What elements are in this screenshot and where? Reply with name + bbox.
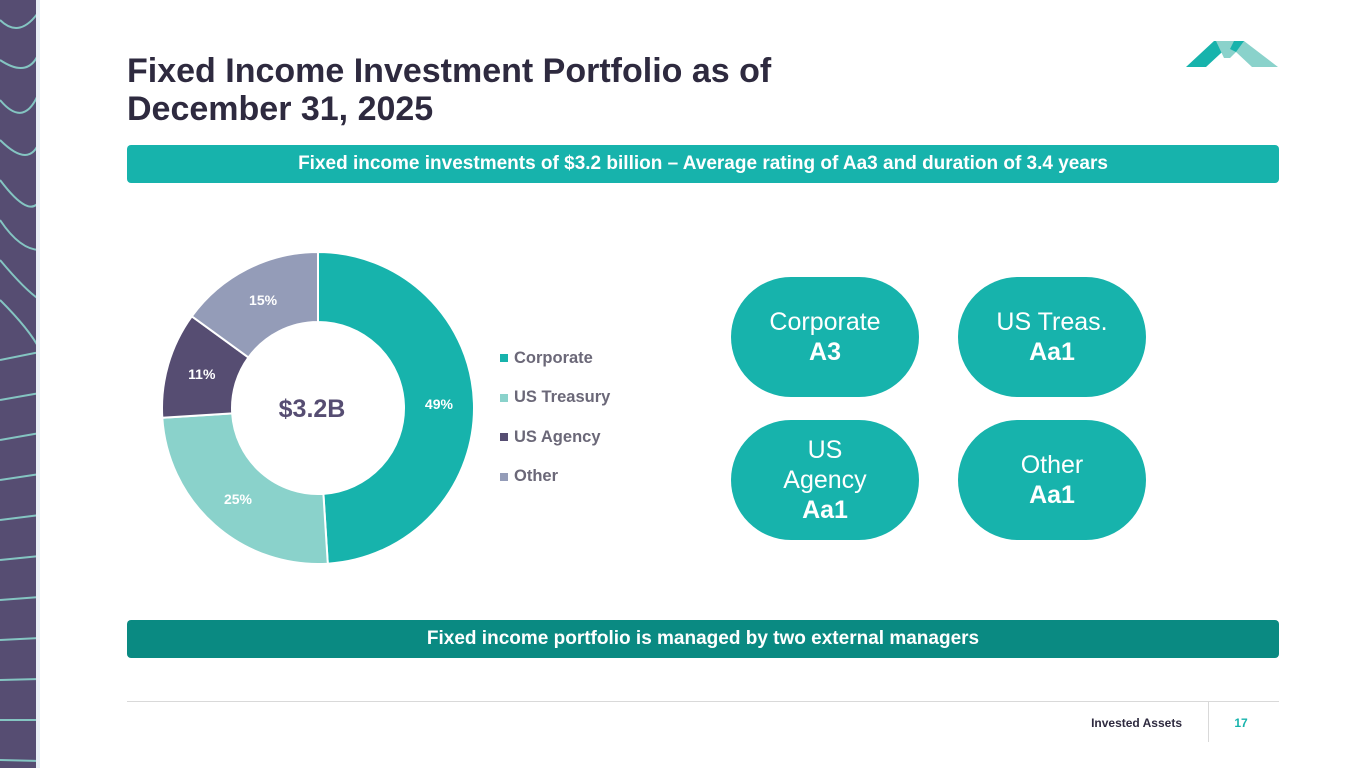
legend-label: Other	[514, 467, 559, 485]
legend-label: US Agency	[514, 427, 601, 446]
rating-card-label: US	[807, 436, 843, 464]
legend-item-other: Other	[500, 467, 610, 487]
page-number: 17	[1234, 716, 1248, 730]
footer-section-label: Invested Assets	[1091, 716, 1182, 730]
rating-card-value: A3	[809, 338, 841, 366]
footer-divider-line	[127, 701, 1279, 702]
slice-label-us-treasury: 25%	[224, 491, 253, 507]
portfolio-donut-chart: 49% 25% 11% 15% $3.2B	[150, 240, 490, 576]
rating-card-other: Other Aa1	[958, 420, 1146, 540]
rating-card-us-treasury: US Treas. Aa1	[958, 277, 1146, 397]
rating-card-label: Corporate	[769, 308, 881, 336]
slice-label-corporate: 49%	[425, 396, 454, 412]
donut-center-label: $3.2B	[279, 395, 346, 423]
donut-slice-other	[190, 250, 319, 359]
legend-swatch	[500, 472, 508, 481]
rating-card-label: US Treas.	[996, 308, 1108, 336]
summary-banner: Fixed income investments of $3.2 billion…	[127, 145, 1279, 183]
slice-label-us-agency: 11%	[188, 366, 216, 382]
rating-card-label: Other	[1020, 451, 1084, 479]
legend-label: Corporate	[514, 348, 593, 367]
rating-card-value: Aa1	[1029, 338, 1075, 366]
donut-chart-svg: 49% 25% 11% 15% $3.2B	[161, 250, 475, 565]
legend-item-us-agency: US Agency	[500, 427, 610, 447]
summary-banner-text: Fixed income investments of $3.2 billion…	[298, 153, 1108, 174]
footer-vertical-divider	[1208, 702, 1209, 742]
legend-swatch	[500, 354, 508, 362]
page-title: Fixed Income Investment Portfolio as of …	[127, 52, 772, 128]
legend-swatch	[500, 433, 508, 441]
donut-slice-us-treasury	[161, 412, 329, 565]
rating-card-corporate: Corporate A3	[731, 277, 919, 397]
rating-card-value: Aa1	[1029, 481, 1075, 509]
legend-item-us-treasury: US Treasury	[500, 388, 610, 408]
legend-swatch	[500, 393, 508, 402]
rating-card-us-agency: US Agency Aa1	[731, 420, 919, 540]
rating-card-label-line2: Agency	[783, 466, 867, 494]
company-logo-icon	[1186, 38, 1280, 70]
rating-card-value: Aa1	[802, 496, 848, 524]
chart-legend: Corporate US Treasury US Agency Other	[500, 348, 610, 506]
managers-banner-text: Fixed income portfolio is managed by two…	[426, 628, 980, 649]
managers-banner: Fixed income portfolio is managed by two…	[127, 620, 1279, 658]
slice-label-other: 15%	[249, 292, 278, 308]
legend-label: US Treasury	[514, 388, 611, 406]
decorative-side-pattern	[0, 0, 40, 768]
donut-slice-corporate	[317, 250, 475, 565]
legend-item-corporate: Corporate	[500, 348, 610, 368]
